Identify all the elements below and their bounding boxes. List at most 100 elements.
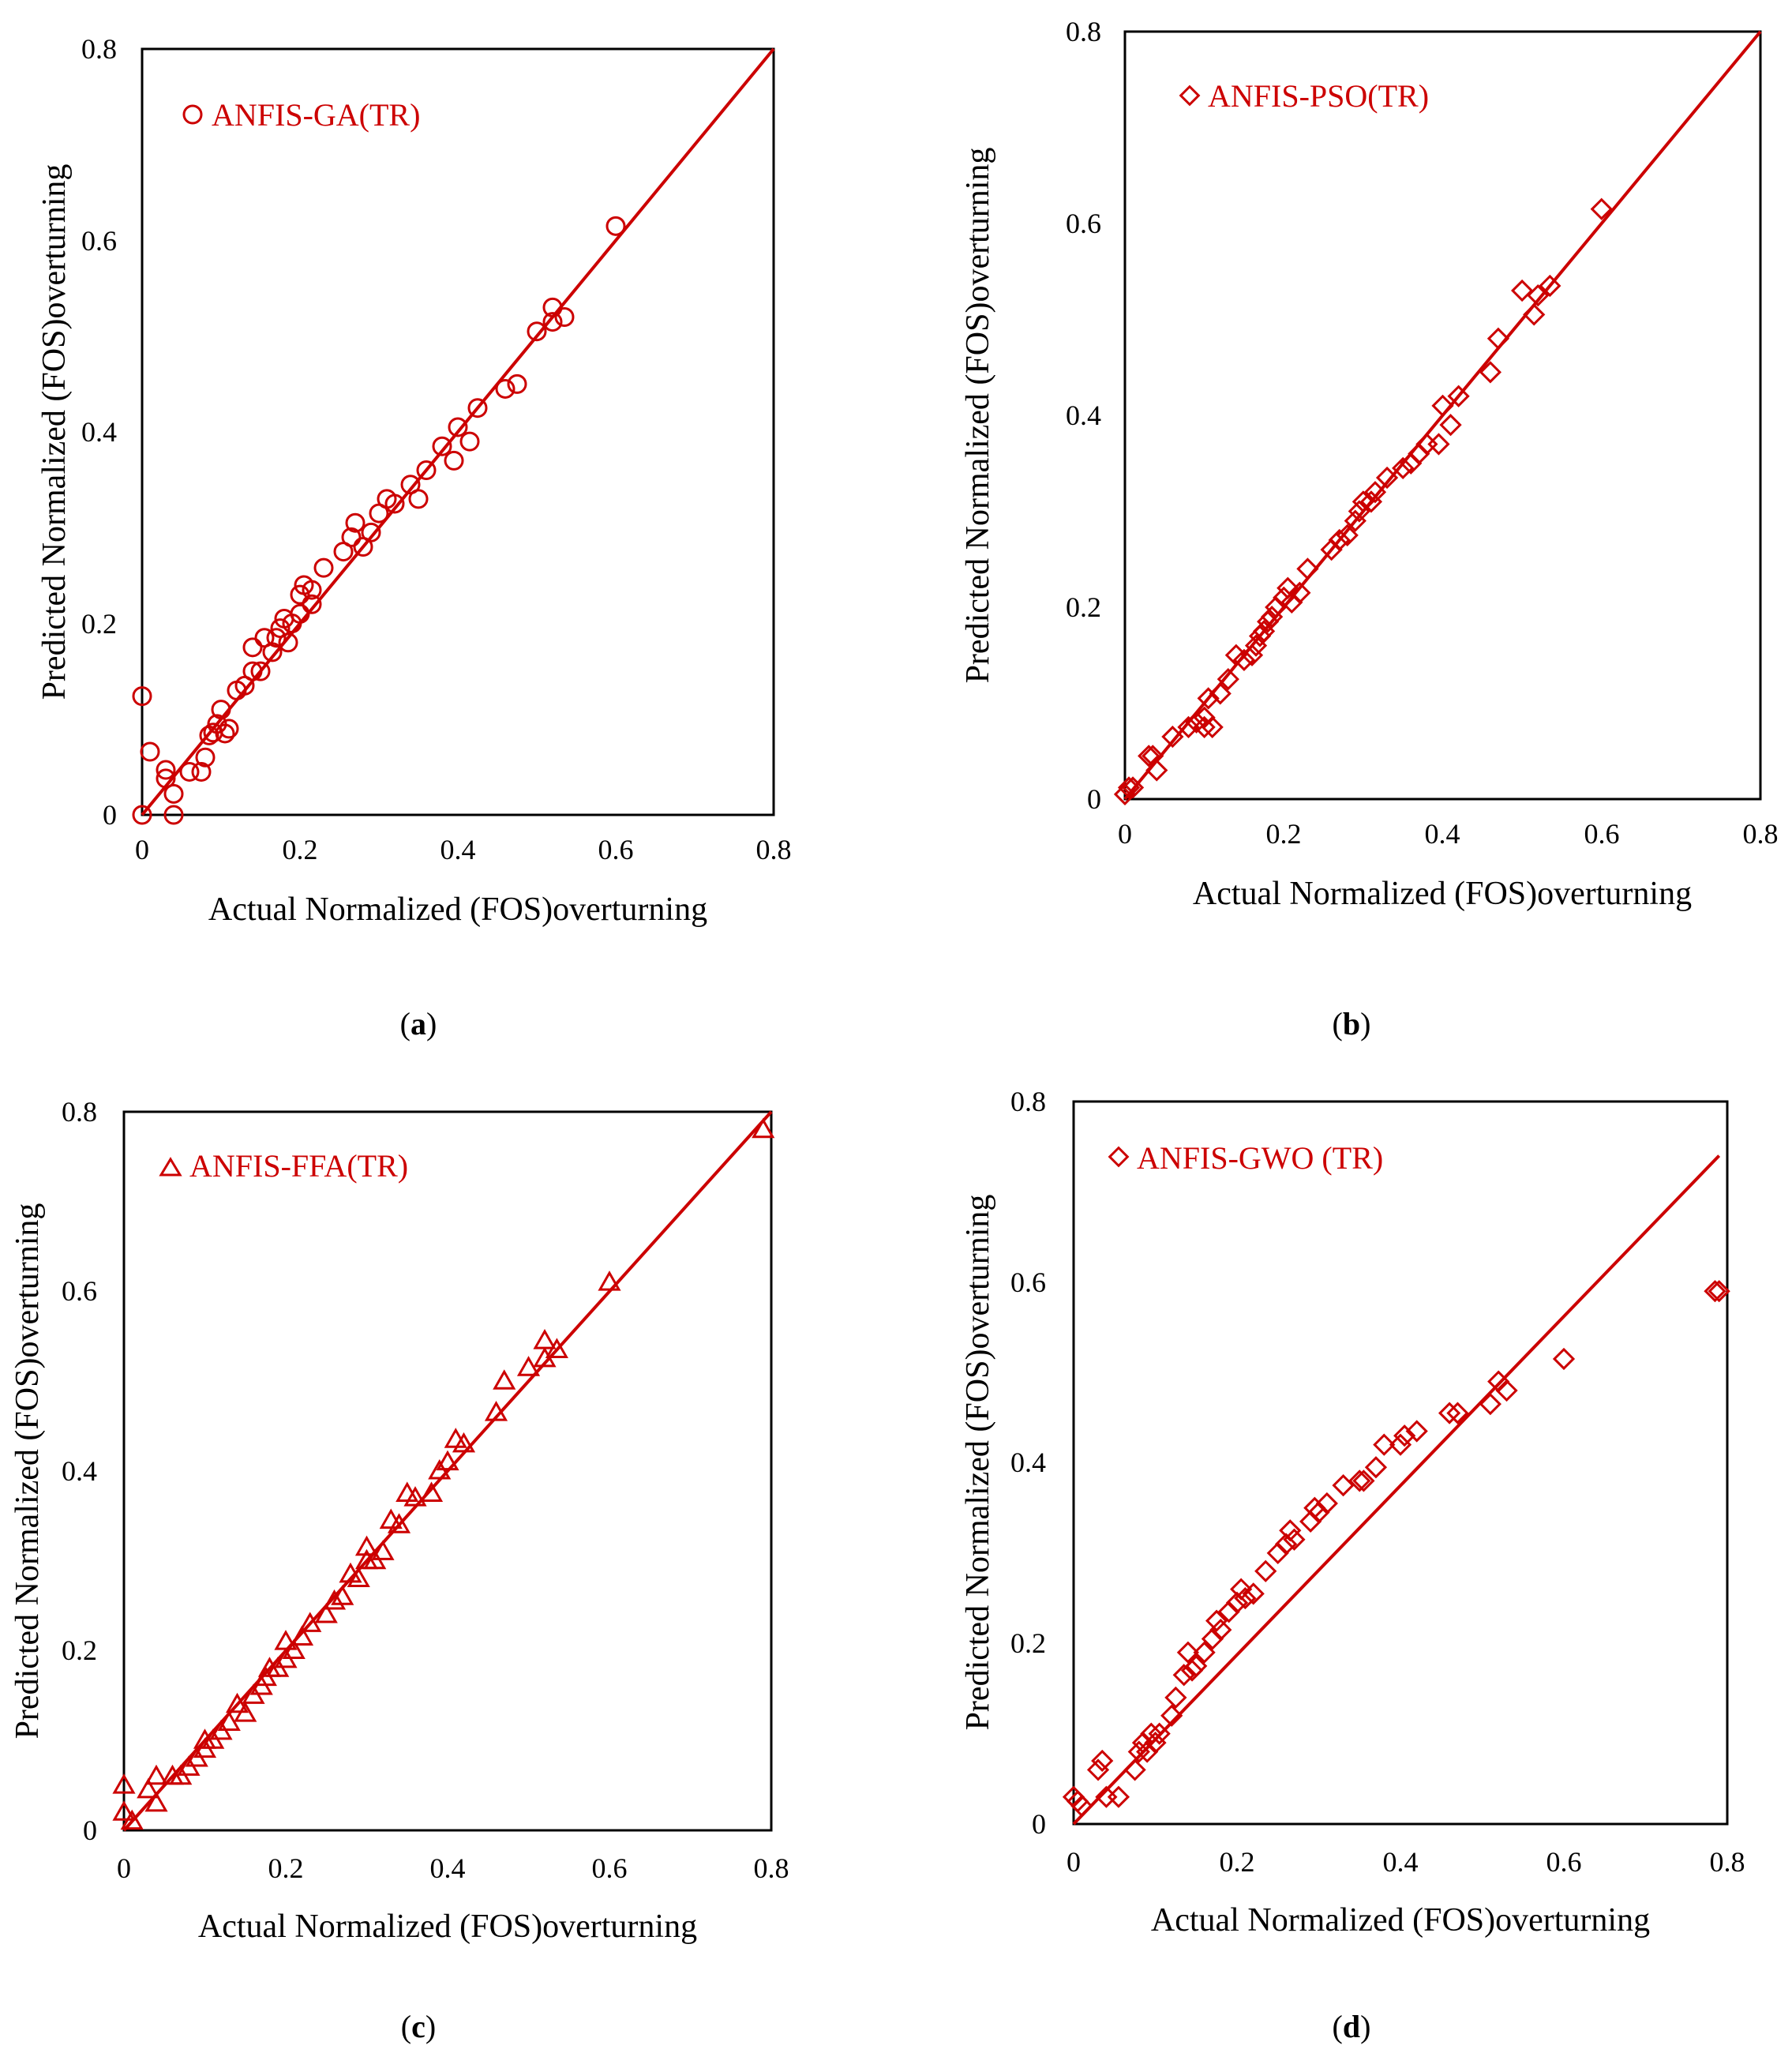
x-tick-label: 0.2 xyxy=(268,1852,304,1884)
legend-marker-diamond xyxy=(1108,1146,1130,1168)
y-tick-label: 0.8 xyxy=(1010,1086,1046,1117)
data-points xyxy=(1062,1280,1730,1818)
data-point xyxy=(507,373,527,394)
x-tick-label: 0.4 xyxy=(1425,818,1460,850)
data-point xyxy=(1091,1749,1114,1773)
data-point xyxy=(1230,1578,1253,1601)
data-point xyxy=(314,1602,338,1623)
data-point xyxy=(444,450,464,471)
y-axis-title: Predicted Normalized (FOS)overturning xyxy=(960,148,996,684)
data-point xyxy=(112,1800,136,1821)
x-tick-label: 0 xyxy=(1067,1846,1081,1878)
panel-caption-letter: a xyxy=(411,1006,426,1042)
data-point xyxy=(361,522,381,542)
panel-caption: (a) xyxy=(400,1006,437,1042)
data-point xyxy=(1283,1528,1306,1551)
x-tick-label: 0.4 xyxy=(1383,1846,1419,1878)
x-tick-label: 0.6 xyxy=(1546,1846,1582,1878)
data-point xyxy=(347,1567,370,1587)
data-point xyxy=(1552,1347,1576,1371)
panel-d: 0 0.2 0.4 0.6 0.8 0 0.2 0.4 0.6 0.8 Actu… xyxy=(960,1086,1745,2044)
data-point xyxy=(1086,1758,1110,1781)
data-point xyxy=(217,1710,241,1731)
data-point xyxy=(493,1369,516,1390)
x-axis-title: Actual Normalized (FOS)overturning xyxy=(1193,876,1692,912)
data-point xyxy=(1121,776,1145,799)
y-axis-title: Predicted Normalized (FOS)overturning xyxy=(9,1203,46,1740)
data-point xyxy=(1373,1433,1396,1456)
legend: ANFIS-PSO(TR) xyxy=(1179,78,1429,114)
data-point xyxy=(1439,414,1462,437)
data-point xyxy=(331,1585,354,1605)
data-point xyxy=(1161,725,1184,749)
data-point xyxy=(1336,524,1359,546)
data-point xyxy=(266,628,287,648)
data-point xyxy=(432,436,452,456)
fit-line xyxy=(141,47,775,816)
y-tick-label: 0 xyxy=(103,799,117,831)
x-tick-labels: 0 0.2 0.4 0.6 0.8 xyxy=(1067,1846,1745,1878)
data-point xyxy=(1352,1469,1375,1492)
x-tick-labels: 0 0.2 0.4 0.6 0.8 xyxy=(117,1852,789,1884)
data-point xyxy=(1117,776,1141,799)
data-point xyxy=(140,741,160,762)
data-points xyxy=(1113,197,1613,806)
data-point xyxy=(354,1535,379,1556)
y-tick-label: 0.8 xyxy=(1066,16,1101,47)
data-point xyxy=(1527,284,1550,307)
data-point xyxy=(516,1356,541,1376)
data-point xyxy=(1438,1402,1461,1424)
data-point xyxy=(1217,1601,1240,1623)
panel-caption-letter: c xyxy=(411,2009,426,2044)
data-point xyxy=(163,805,184,825)
panel-c: 0 0.2 0.4 0.6 0.8 0 0.2 0.4 0.6 0.8 Actu… xyxy=(9,1096,789,2044)
data-point xyxy=(1177,715,1200,738)
data-point xyxy=(1205,1609,1228,1632)
y-tick-label: 0.4 xyxy=(62,1455,97,1487)
panel-a: 0 0.2 0.4 0.6 0.8 0 0.2 0.4 0.6 0.8 Actu… xyxy=(36,33,792,1042)
data-point xyxy=(1274,1533,1298,1556)
data-point xyxy=(1288,581,1311,604)
data-point xyxy=(416,460,437,480)
data-point xyxy=(452,1432,476,1453)
data-point xyxy=(195,747,216,768)
data-point xyxy=(459,431,480,452)
data-points xyxy=(132,216,626,825)
y-tick-label: 0.2 xyxy=(81,608,117,640)
panel-caption: (d) xyxy=(1333,2009,1371,2044)
data-point xyxy=(1140,1722,1163,1745)
data-point xyxy=(1708,1280,1730,1303)
data-point xyxy=(144,1791,168,1812)
data-point xyxy=(1375,466,1399,490)
data-point xyxy=(1299,1510,1322,1533)
data-point xyxy=(282,1638,306,1659)
data-point xyxy=(278,632,298,653)
x-axis-title: Actual Normalized (FOS)overturning xyxy=(1151,1902,1650,1939)
data-point xyxy=(163,783,184,804)
y-tick-label: 0.2 xyxy=(1066,591,1101,623)
data-point xyxy=(1201,1627,1224,1650)
legend-label: ANFIS-PSO(TR) xyxy=(1208,78,1429,114)
data-point xyxy=(467,398,488,418)
data-point xyxy=(1431,394,1454,417)
data-point xyxy=(1070,1795,1093,1818)
data-point xyxy=(542,297,563,317)
plot-area xyxy=(1123,30,1762,801)
data-point xyxy=(545,1338,568,1358)
data-point xyxy=(1136,1740,1159,1763)
data-point xyxy=(302,580,322,600)
y-axis-title: Predicted Normalized (FOS)overturning xyxy=(960,1195,996,1731)
x-tick-label: 0.2 xyxy=(1220,1846,1255,1878)
data-point xyxy=(1180,1659,1204,1682)
data-point xyxy=(322,1589,347,1610)
x-tick-label: 0.8 xyxy=(754,1852,789,1884)
y-tick-label: 0.6 xyxy=(81,225,117,257)
y-tick-label: 0.4 xyxy=(1066,400,1101,431)
x-tick-labels: 0 0.2 0.4 0.6 0.8 xyxy=(1118,818,1779,850)
data-point xyxy=(1393,1424,1416,1447)
data-point xyxy=(1315,1492,1338,1515)
data-point xyxy=(219,719,239,739)
legend-label: ANFIS-FFA(TR) xyxy=(189,1148,408,1184)
data-point xyxy=(1209,1618,1232,1642)
